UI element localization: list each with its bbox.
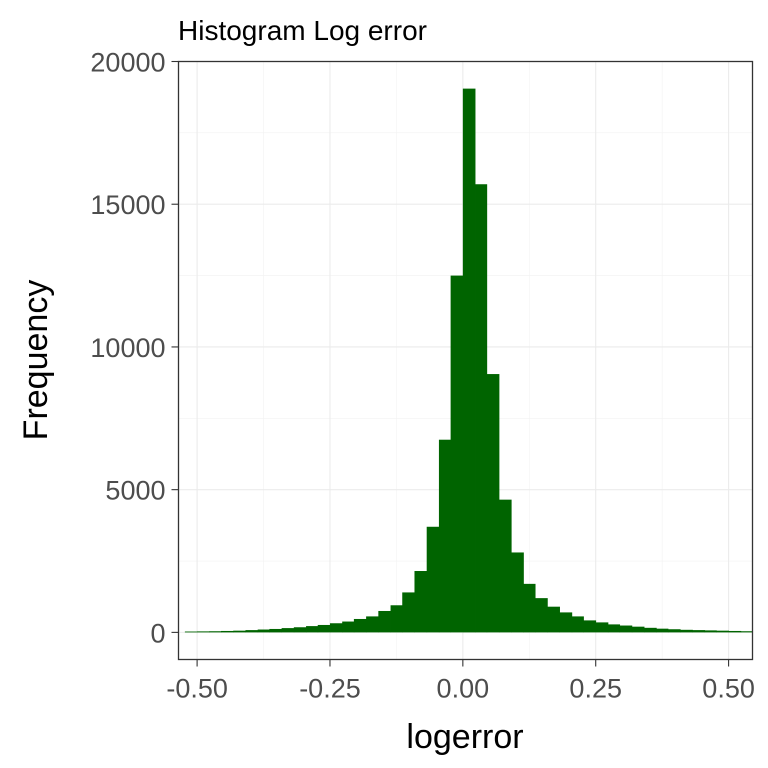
histogram-bar	[728, 630, 742, 633]
histogram-bar	[559, 612, 573, 633]
histogram-bar	[571, 616, 584, 633]
histogram-bar	[281, 628, 295, 633]
histogram-bar	[342, 621, 355, 633]
histogram-bars	[184, 88, 753, 633]
histogram-bar	[511, 552, 524, 633]
histogram-bar	[595, 622, 609, 633]
x-tick-label: -0.25	[299, 674, 361, 704]
histogram-bar	[438, 439, 452, 633]
histogram-bar	[656, 628, 669, 633]
histogram-bar	[692, 630, 706, 633]
y-tick-label: 5000	[105, 476, 165, 506]
chart-title: Histogram Log error	[178, 15, 427, 46]
histogram-bar	[390, 605, 403, 633]
histogram-bar	[498, 499, 512, 633]
histogram-bar	[269, 628, 282, 633]
x-tick-label: 0.50	[702, 674, 755, 704]
histogram-bar	[704, 630, 717, 633]
histogram-bar	[293, 627, 307, 633]
y-tick-label: 15000	[90, 190, 165, 220]
histogram-bar	[547, 606, 560, 633]
histogram-bar	[209, 631, 222, 633]
x-tick-label: -0.50	[166, 674, 228, 704]
histogram-bar	[233, 630, 246, 633]
histogram-bar	[366, 616, 379, 633]
histogram-bar	[535, 598, 548, 633]
histogram-bar	[486, 374, 500, 633]
histogram-bar	[450, 275, 464, 633]
histogram-bar	[716, 630, 729, 633]
histogram-bar	[631, 626, 645, 633]
histogram-bar	[426, 526, 440, 633]
plot-panel	[177, 60, 754, 661]
x-axis-title: logerror	[406, 718, 523, 756]
histogram-bar	[197, 631, 210, 633]
y-tick-label: 0	[150, 618, 165, 648]
histogram-bar	[667, 629, 681, 633]
histogram-bar	[475, 184, 488, 633]
y-tick-label: 20000	[90, 48, 165, 78]
histogram-bar	[245, 630, 259, 633]
x-tick-label: 0.00	[437, 674, 490, 704]
histogram-bar	[583, 620, 597, 633]
histogram-bar	[378, 610, 391, 633]
histogram-bar	[523, 583, 536, 633]
histogram-bar	[353, 618, 367, 633]
histogram-bar	[402, 592, 415, 633]
histogram-bar	[184, 631, 198, 633]
y-axis-title: Frequency	[17, 280, 55, 441]
histogram-bar	[619, 625, 633, 633]
histogram-bar	[221, 630, 234, 633]
y-axis: 0 5000 10000 15000 20000	[90, 48, 179, 648]
x-tick-label: 0.25	[569, 674, 622, 704]
histogram-bar	[306, 626, 319, 633]
x-axis: -0.50 -0.25 0.00 0.25 0.50	[166, 659, 755, 704]
panel-border	[177, 60, 754, 661]
histogram-bar	[680, 629, 693, 633]
histogram-bar	[317, 624, 331, 633]
y-tick-label: 10000	[90, 333, 165, 363]
histogram-bar	[329, 623, 343, 633]
histogram-bar	[740, 631, 753, 633]
histogram-bar	[414, 571, 428, 633]
histogram-bar	[462, 88, 476, 633]
histogram-bar	[607, 624, 621, 633]
histogram-bar	[644, 627, 657, 633]
histogram-bar	[257, 629, 270, 633]
